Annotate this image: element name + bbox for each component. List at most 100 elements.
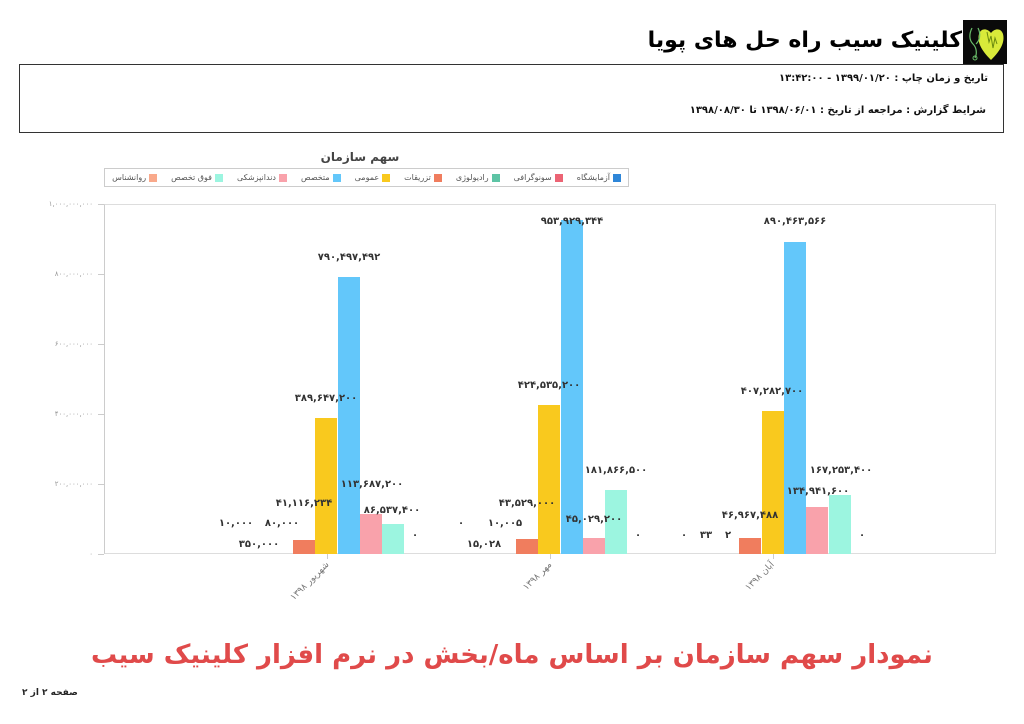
legend-swatch <box>554 173 563 182</box>
bar-specialist-shahrivar[interactable] <box>338 277 360 554</box>
legend-label: سونوگرافی <box>513 173 552 182</box>
bar-general-shahrivar[interactable] <box>315 418 337 554</box>
y-tick: ۴۰۰,۰۰۰,۰۰۰ <box>54 410 93 418</box>
value-label: ۱۰,۰۰۵ <box>487 518 523 529</box>
report-conditions-label: شرایط گزارش : <box>906 105 986 116</box>
bar-subspecialist-aban[interactable] <box>829 495 851 554</box>
clinic-logo-icon <box>963 20 1007 64</box>
legend-label: تزریقات <box>404 173 431 182</box>
value-label: ۴۰۷,۲۸۲,۷۰۰ <box>740 386 804 397</box>
y-tick: ۶۰۰,۰۰۰,۰۰۰ <box>54 340 93 348</box>
value-label: ۰ <box>634 530 642 541</box>
value-label: ۴۵,۰۲۹,۲۰۰ <box>565 514 623 525</box>
value-label: ۱۰,۰۰۰ <box>218 518 254 529</box>
value-label: ۸۶,۵۳۷,۴۰۰ <box>363 505 421 516</box>
legend-swatch <box>613 173 621 182</box>
y-tick: ۸۰۰,۰۰۰,۰۰۰ <box>54 270 93 278</box>
value-label: ۴۲۴,۵۳۵,۲۰۰ <box>517 380 581 391</box>
legend-label: آزمایشگاه <box>576 173 610 182</box>
legend-item-sonography[interactable]: سونوگرافی <box>514 173 563 182</box>
y-tick: ۰ <box>89 550 93 558</box>
chart-caption: نمودار سهم سازمان بر اساس ماه/بخش در نرم… <box>91 640 933 670</box>
y-tick-mark <box>98 274 104 275</box>
y-tick-mark <box>98 484 104 485</box>
legend-label: متخصص <box>301 173 330 182</box>
legend-swatch <box>382 173 391 182</box>
report-conditions: شرایط گزارش : مراجعه از تاریخ : ۱۳۹۸/۰۶/… <box>690 105 986 116</box>
chart-title: سهم سازمان <box>320 150 400 164</box>
x-tick-mark <box>327 554 328 559</box>
report-conditions-value: مراجعه از تاریخ : ۱۳۹۸/۰۶/۰۱ تا ۱۳۹۸/۰۸/… <box>689 105 903 116</box>
chart-legend: روانشناس فوق تخصص دندانپزشکی متخصص عمومی… <box>104 168 629 187</box>
legend-swatch <box>214 173 223 182</box>
bar-specialist-aban[interactable] <box>784 242 806 554</box>
legend-swatch <box>491 173 500 182</box>
bar-dentistry-shahrivar[interactable] <box>360 514 382 554</box>
value-label: ۴۶,۹۶۷,۴۸۸ <box>721 510 779 521</box>
print-datetime: تاریخ و زمان چاپ : ۱۳۹۹/۰۱/۲۰ - ۱۳:۴۲:۰۰ <box>779 73 988 84</box>
y-tick-mark <box>98 554 104 555</box>
bar-subspecialist-mehr[interactable] <box>605 490 627 554</box>
value-label: ۱۵,۰۲۸ <box>466 539 502 550</box>
value-label: ۲ <box>724 530 732 541</box>
value-label: ۱۸۱,۸۶۶,۵۰۰ <box>584 465 648 476</box>
report-info-box <box>19 64 1004 133</box>
y-tick-mark <box>98 344 104 345</box>
legend-label: رادیولوژی <box>455 173 489 182</box>
value-label: ۷۹۰,۴۹۷,۴۹۲ <box>317 252 381 263</box>
bar-dentistry-aban[interactable] <box>806 507 828 554</box>
print-datetime-value: ۱۳۹۹/۰۱/۲۰ - ۱۳:۴۲:۰۰ <box>779 73 891 84</box>
legend-item-laboratory[interactable]: آزمایشگاه <box>577 173 621 182</box>
value-label: ۱۱۳,۶۸۷,۲۰۰ <box>340 479 404 490</box>
x-tick-mark <box>550 554 551 559</box>
value-label: ۸۰,۰۰۰ <box>264 518 300 529</box>
legend-item-dentistry[interactable]: دندانپزشکی <box>237 173 287 182</box>
value-label: ۰ <box>411 530 419 541</box>
x-label: آبان ۱۳۹۸ <box>744 560 778 593</box>
legend-swatch <box>332 173 341 182</box>
legend-item-injections[interactable]: تزریقات <box>404 173 442 182</box>
value-label: ۳۵۰,۰۰۰ <box>238 539 280 550</box>
value-label: ۰ <box>680 530 688 541</box>
legend-item-general[interactable]: عمومی <box>354 173 391 182</box>
legend-swatch <box>279 173 287 182</box>
value-label: ۴۳,۵۲۹,۰۰۰ <box>498 498 556 509</box>
bar-injections-aban[interactable] <box>739 538 761 554</box>
x-label: شهریور ۱۳۹۸ <box>288 560 332 603</box>
legend-item-specialist[interactable]: متخصص <box>301 173 341 182</box>
print-datetime-label: تاریخ و زمان چاپ : <box>894 73 988 84</box>
bar-dentistry-mehr[interactable] <box>583 538 605 554</box>
value-label: ۳۳ <box>699 530 713 541</box>
y-tick-mark <box>98 204 104 205</box>
legend-item-psychologist[interactable]: روانشناس <box>112 173 158 182</box>
value-label: ۹۵۳,۹۲۹,۳۴۴ <box>540 216 604 227</box>
y-tick: ۲۰۰,۰۰۰,۰۰۰ <box>54 480 93 488</box>
x-tick-mark <box>773 554 774 559</box>
x-label: مهر ۱۳۹۸ <box>521 560 555 593</box>
bar-subspecialist-shahrivar[interactable] <box>382 524 404 554</box>
bar-general-aban[interactable] <box>762 411 784 554</box>
value-label: ۰ <box>457 518 465 529</box>
page-number: صفحه ۲ از ۲ <box>22 688 78 698</box>
legend-label: فوق تخصص <box>171 173 212 182</box>
y-tick-mark <box>98 414 104 415</box>
y-tick: ۱,۰۰۰,۰۰۰,۰۰۰ <box>48 200 93 208</box>
bar-specialist-mehr[interactable] <box>561 220 583 554</box>
bar-injections-shahrivar[interactable] <box>293 540 315 554</box>
value-label: ۳۸۹,۶۴۷,۲۰۰ <box>294 393 358 404</box>
value-label: ۴۱,۱۱۶,۲۳۴ <box>275 498 333 509</box>
value-label: ۰ <box>858 530 866 541</box>
clinic-name: کلینیک سیب راه حل های پویا <box>647 28 962 53</box>
legend-item-subspecialist[interactable]: فوق تخصص <box>171 173 223 182</box>
value-label: ۸۹۰,۴۶۳,۵۶۶ <box>763 216 827 227</box>
value-label: ۱۶۷,۲۵۳,۴۰۰ <box>809 465 873 476</box>
value-label: ۱۳۴,۹۴۱,۶۰۰ <box>786 486 850 497</box>
legend-label: روانشناس <box>112 173 147 182</box>
legend-label: دندانپزشکی <box>236 173 276 182</box>
legend-swatch <box>433 173 442 182</box>
legend-item-radiology[interactable]: رادیولوژی <box>456 173 500 182</box>
legend-swatch <box>149 173 158 182</box>
bar-injections-mehr[interactable] <box>516 539 538 554</box>
bar-general-mehr[interactable] <box>538 405 560 554</box>
legend-label: عمومی <box>354 173 380 182</box>
